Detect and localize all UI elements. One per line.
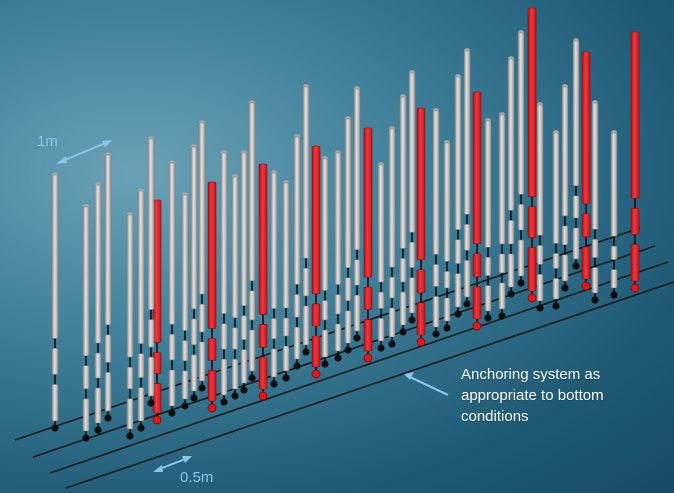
nursery-line-grey bbox=[536, 102, 544, 312]
nursery-line-grey bbox=[443, 140, 451, 332]
dimension-arrow-0.5m bbox=[153, 456, 192, 472]
nursery-line-grey bbox=[552, 130, 560, 310]
nursery-line-grey bbox=[408, 70, 416, 324]
nursery-line-grey bbox=[377, 162, 385, 352]
nursery-line-grey bbox=[399, 94, 407, 336]
dimension-label-1m: 1m bbox=[37, 133, 58, 150]
pointer-arrow bbox=[404, 372, 449, 396]
nursery-line-grey bbox=[94, 182, 102, 434]
nursery-line-grey bbox=[498, 112, 506, 320]
dimension-arrow-1m bbox=[56, 140, 112, 164]
nursery-line-grey bbox=[240, 150, 248, 394]
nursery-line-grey bbox=[220, 150, 228, 406]
nursery-line-red bbox=[311, 145, 321, 379]
nursery-line-red bbox=[258, 163, 268, 401]
nursery-line-grey bbox=[610, 130, 618, 299]
nursery-line-red bbox=[416, 107, 426, 347]
nursery-line-grey bbox=[104, 152, 112, 422]
nursery-line-grey bbox=[572, 38, 580, 270]
nursery-line-red bbox=[363, 127, 373, 363]
nursery-line-grey bbox=[82, 204, 90, 442]
nursery-line-grey bbox=[321, 156, 329, 368]
nursery-line-grey bbox=[248, 100, 256, 382]
nursery-line-grey bbox=[517, 30, 525, 287]
nursery-line-grey bbox=[51, 172, 59, 432]
nursery-line-red bbox=[527, 7, 537, 303]
nursery-line-grey bbox=[181, 192, 189, 410]
nursery-line-grey bbox=[591, 100, 599, 304]
annotation-line-3: conditions bbox=[461, 408, 529, 425]
nursery-line-red bbox=[581, 51, 591, 291]
nursery-line-grey bbox=[137, 188, 145, 432]
nursery-line-grey bbox=[147, 136, 155, 407]
nursery-line-red bbox=[630, 31, 640, 293]
nursery-line-grey bbox=[168, 160, 176, 417]
nursery-lines bbox=[51, 7, 640, 442]
annotation-line-2: appropriate to bottom bbox=[461, 387, 604, 404]
nursery-line-grey bbox=[388, 126, 396, 348]
nursery-line-grey bbox=[190, 144, 198, 402]
nursery-line-grey bbox=[454, 74, 462, 318]
nursery-line-grey bbox=[507, 56, 515, 298]
nursery-line-grey bbox=[126, 212, 134, 440]
nursery-line-red bbox=[207, 181, 217, 413]
nursery-line-grey bbox=[293, 134, 301, 370]
nursery-line-red bbox=[152, 199, 162, 425]
nursery-line-grey bbox=[334, 150, 342, 362]
nursery-line-grey bbox=[302, 84, 310, 356]
dimension-label-0.5m: 0.5m bbox=[180, 469, 214, 486]
nursery-line-grey bbox=[463, 48, 471, 308]
nursery-line-grey bbox=[353, 86, 361, 342]
nursery-line-grey bbox=[270, 170, 278, 388]
nursery-line-grey bbox=[344, 116, 352, 354]
nursery-line-grey bbox=[432, 108, 440, 338]
nursery-line-grey bbox=[561, 84, 569, 292]
nursery-line-grey bbox=[198, 120, 206, 392]
nursery-line-grey bbox=[484, 118, 492, 322]
nursery-line-red bbox=[472, 91, 482, 331]
annotation-line-1: Anchoring system as bbox=[461, 366, 601, 383]
nursery-line-grey bbox=[231, 174, 239, 400]
nursery-line-grey bbox=[282, 180, 290, 382]
